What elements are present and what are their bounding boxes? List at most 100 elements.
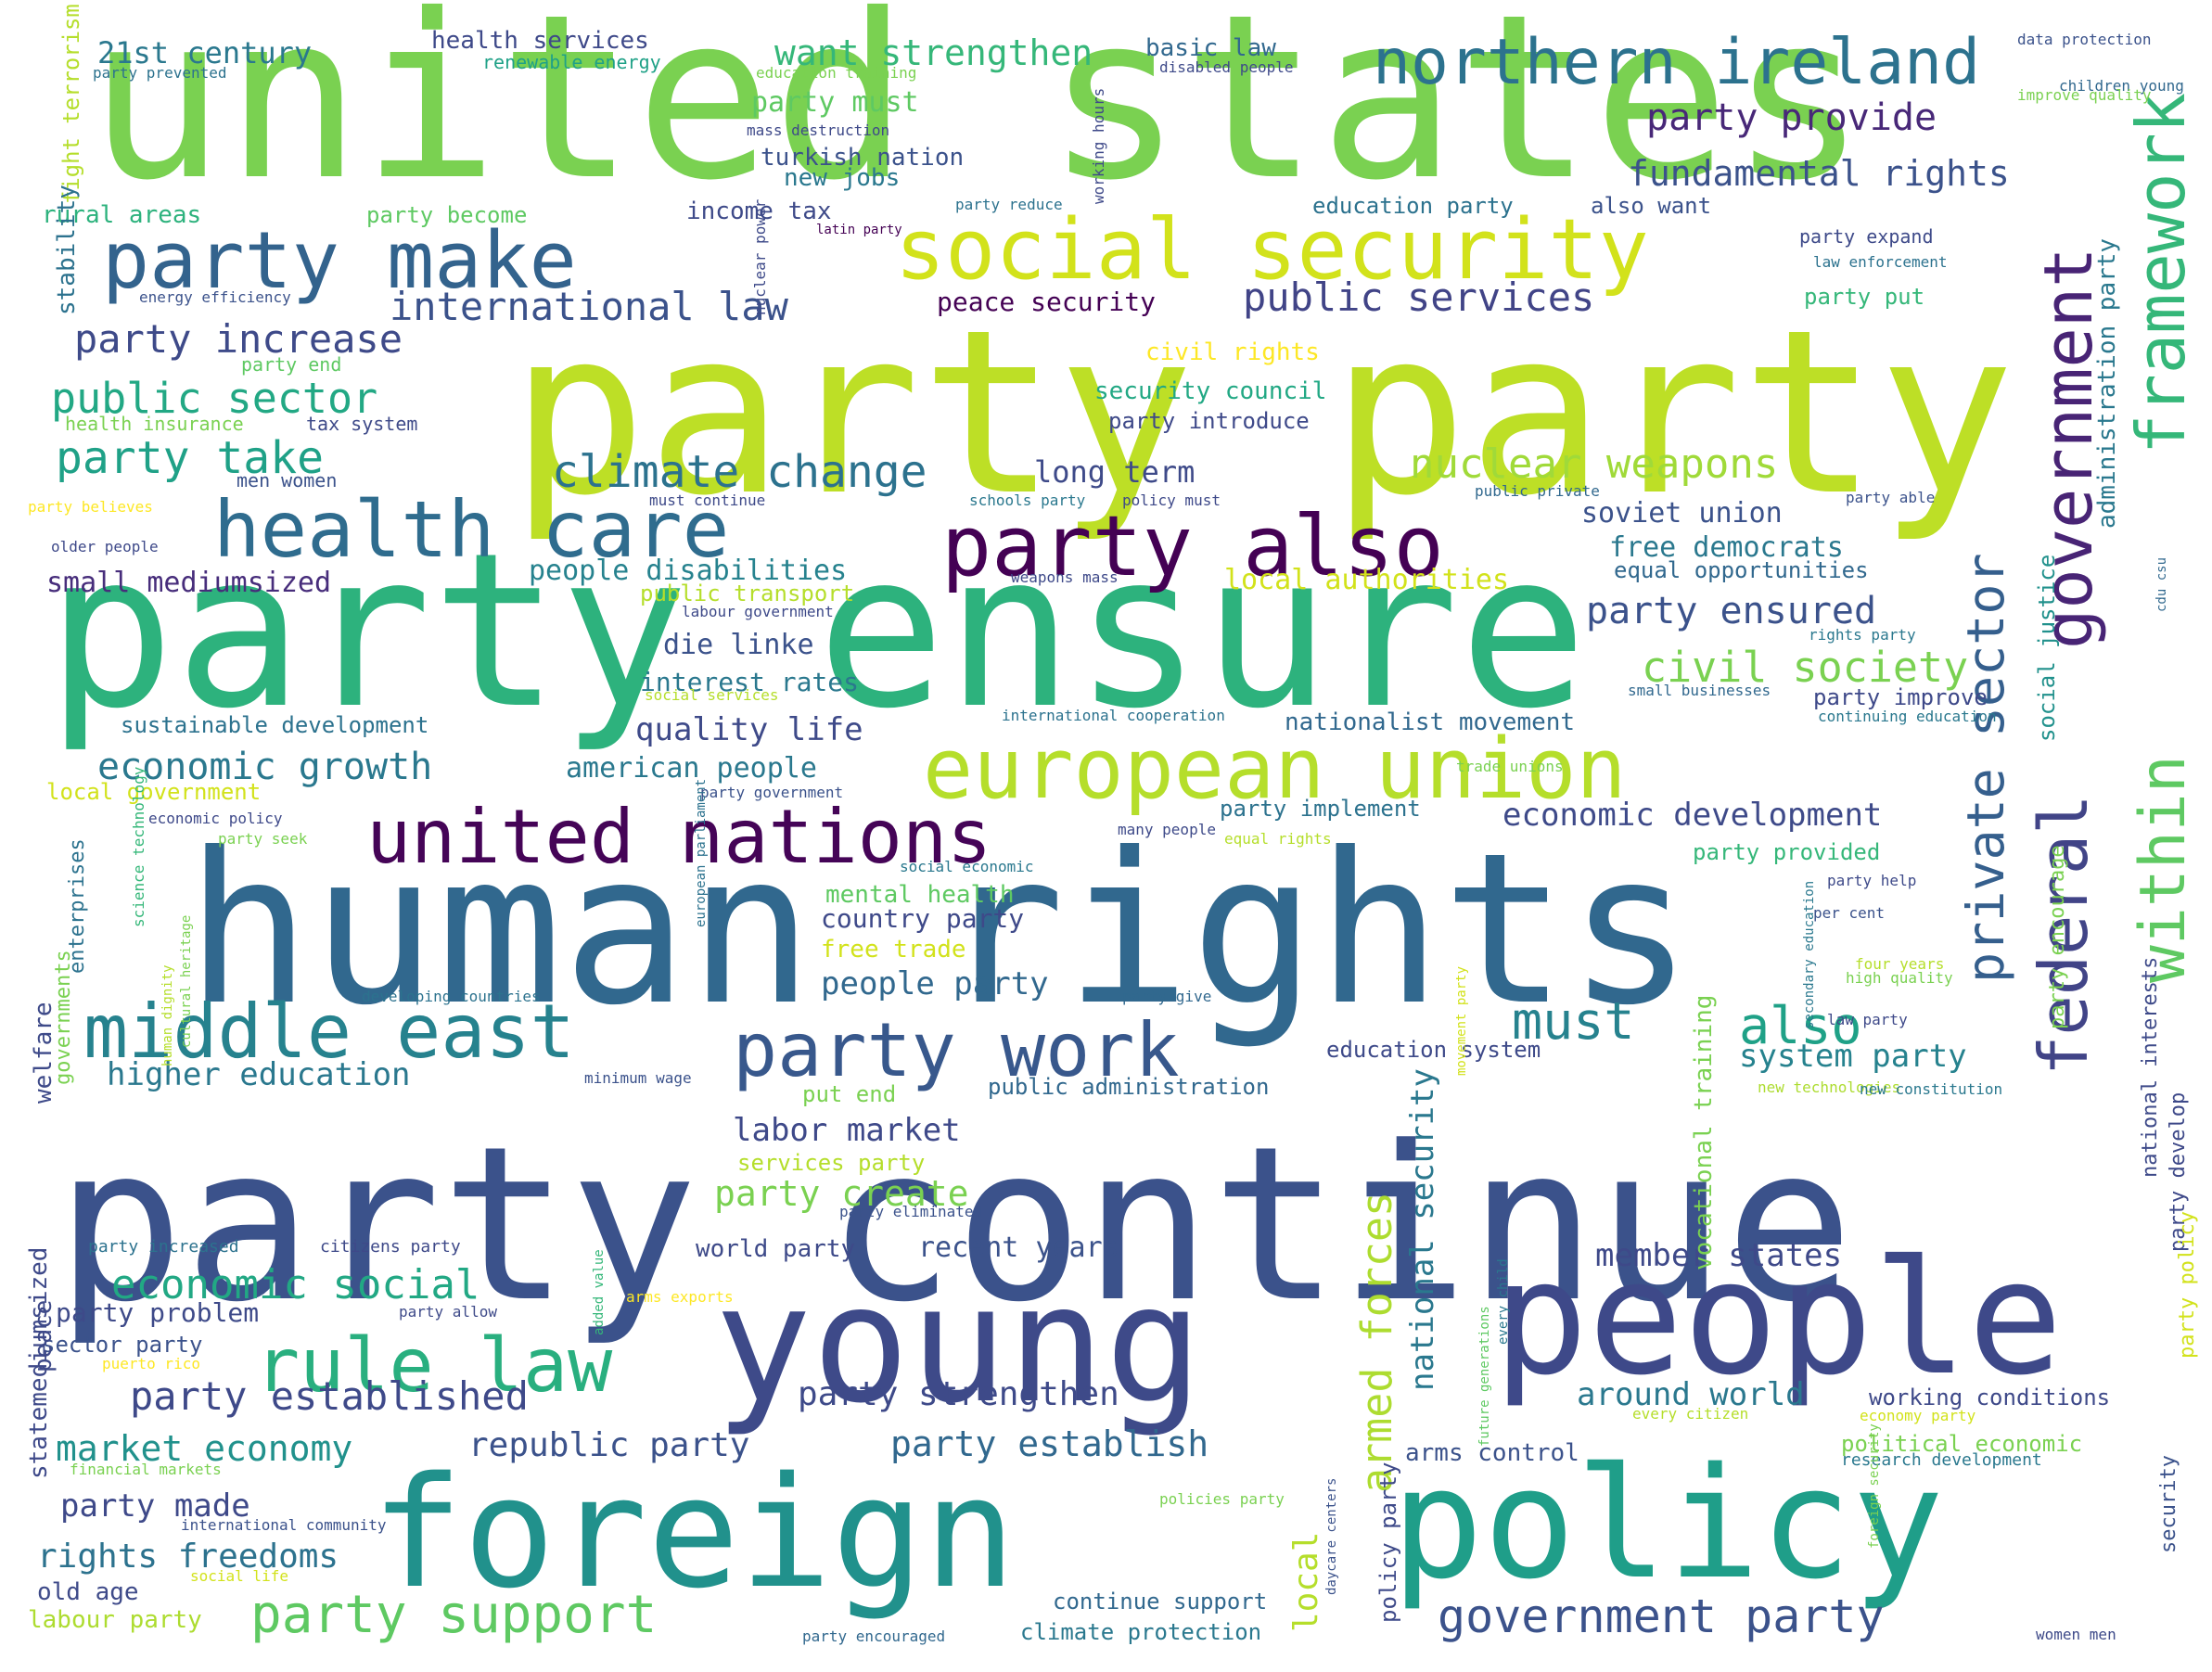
word-new-technologies: new technologies bbox=[1758, 1079, 1900, 1096]
word-sustainable-development: sustainable development bbox=[121, 712, 428, 738]
word-children-young: children young bbox=[2059, 77, 2184, 95]
word-republic-party: republic party bbox=[468, 1426, 749, 1464]
word-party-allow: party allow bbox=[399, 1303, 497, 1321]
word-fundamental-rights: fundamental rights bbox=[1628, 153, 2010, 194]
word-every-child: every child bbox=[1496, 1258, 1511, 1345]
word-public-private: public private bbox=[1475, 482, 1600, 500]
word-party-establish: party establish bbox=[890, 1423, 1208, 1464]
word-21st-century: 21st century bbox=[97, 35, 312, 70]
word-party-create: party create bbox=[714, 1173, 969, 1214]
word-system-party: system party bbox=[1739, 1038, 1967, 1075]
word-party-eliminated: party eliminated bbox=[839, 1203, 982, 1220]
word-working-conditions: working conditions bbox=[1869, 1385, 2110, 1410]
word-united-states: united states bbox=[88, 0, 1867, 230]
word-renewable-energy: renewable energy bbox=[482, 51, 661, 73]
word-social-justice: social justice bbox=[2034, 555, 2060, 742]
word-welfare: welfare bbox=[30, 1002, 58, 1104]
word-labour-government: labour government bbox=[682, 603, 834, 620]
word-also-want: also want bbox=[1591, 193, 1711, 219]
word-member-states: member states bbox=[1595, 1237, 1842, 1274]
word-policies-party: policies party bbox=[1159, 1490, 1285, 1508]
word-party-end: party end bbox=[241, 353, 341, 376]
word-arms-exports: arms exports bbox=[626, 1288, 734, 1306]
word-added-value: added value bbox=[592, 1249, 607, 1335]
word-tax-system: tax system bbox=[306, 413, 417, 435]
word-international-community: international community bbox=[181, 1516, 387, 1534]
word-policy-party: policy party bbox=[1375, 1462, 1401, 1623]
word-american-people: american people bbox=[566, 752, 817, 785]
word-party-expand: party expand bbox=[1799, 225, 1934, 248]
word-movement-party: movement party bbox=[1454, 966, 1469, 1076]
word-high-quality: high quality bbox=[1846, 969, 1953, 987]
word-party-continue: party continue bbox=[56, 1102, 1854, 1349]
word-free-trade: free trade bbox=[821, 936, 966, 964]
word-party-work: party work bbox=[733, 1007, 1180, 1093]
word-middle-east: middle east bbox=[83, 989, 575, 1075]
word-want-strengthen: want strengthen bbox=[774, 32, 1093, 73]
word-policy: policy bbox=[1391, 1435, 1944, 1613]
word-party-government: party government bbox=[700, 784, 843, 801]
word-law-party: law party bbox=[1827, 1011, 1908, 1028]
word-peace-security: peace security bbox=[937, 287, 1156, 317]
word-party-implement: party implement bbox=[1220, 796, 1421, 822]
word-market-economy: market economy bbox=[56, 1428, 352, 1469]
word-many-people: many people bbox=[1118, 821, 1216, 838]
word-nuclear-weapons: nuclear weapons bbox=[1410, 440, 1778, 488]
word-party-provide: party provide bbox=[1646, 96, 1937, 139]
word-statemediumsized: statemediumsized bbox=[25, 1247, 53, 1479]
word-new-constitution: new constitution bbox=[1860, 1080, 2002, 1098]
word-social-security: social security bbox=[895, 201, 1649, 299]
word-foreign-security: foreign security bbox=[1867, 1423, 1882, 1549]
word-party-reduce: party reduce bbox=[955, 196, 1063, 213]
word-income-tax: income tax bbox=[686, 198, 832, 225]
word-economic-development: economic development bbox=[1502, 797, 1882, 834]
word-mass-destruction: mass destruction bbox=[747, 121, 889, 139]
word-world-party: world party bbox=[696, 1235, 855, 1263]
word-rights-freedoms: rights freedoms bbox=[37, 1538, 339, 1576]
word-local-authorities: local authorities bbox=[1224, 564, 1509, 596]
word-trade-unions: trade unions bbox=[1456, 758, 1564, 775]
word-party-become: party become bbox=[366, 202, 527, 228]
word-financial-markets: financial markets bbox=[70, 1461, 222, 1478]
word-european-union: european union bbox=[923, 721, 1627, 818]
word-daycare-centers: daycare centers bbox=[1324, 1478, 1339, 1595]
word-law-enforcement: law enforcement bbox=[1813, 253, 1948, 271]
word-science-technology: science technology bbox=[130, 766, 147, 927]
word-party-introduce: party introduce bbox=[1108, 408, 1310, 434]
word-public-sector: public sector bbox=[51, 374, 377, 423]
word-security-council: security council bbox=[1094, 377, 1326, 405]
word-people: people bbox=[1493, 1227, 2063, 1410]
word-party-able: party able bbox=[1846, 489, 1935, 506]
word-government: government bbox=[2029, 248, 2107, 649]
word-social-economic: social economic bbox=[900, 858, 1034, 875]
word-recent-years: recent years bbox=[918, 1232, 1119, 1264]
word-economy-party: economy party bbox=[1860, 1407, 1976, 1424]
word-within: within bbox=[2127, 755, 2200, 983]
word-policy-must: policy must bbox=[1122, 491, 1221, 509]
word-party-party: party party bbox=[510, 281, 2015, 545]
word-governments: governments bbox=[52, 950, 75, 1085]
word-framework: framework bbox=[2122, 93, 2200, 454]
word-rural-areas: rural areas bbox=[42, 201, 201, 229]
word-human-rights: human rights bbox=[185, 809, 1694, 1052]
word-vocational-training: vocational training bbox=[1690, 995, 1718, 1270]
word-schools-party: schools party bbox=[969, 491, 1086, 509]
word-four-years: four years bbox=[1855, 955, 1944, 973]
word-political-economic: political economic bbox=[1841, 1431, 2082, 1457]
word-party-make: party make bbox=[102, 215, 577, 307]
word-health-care: health care bbox=[213, 484, 729, 575]
word-working-hours: working hours bbox=[1090, 88, 1107, 204]
word-around-world: around world bbox=[1577, 1376, 1805, 1413]
word-civil-society: civil society bbox=[1642, 643, 1968, 692]
word-people-party: people party bbox=[821, 965, 1049, 1002]
word-minimum-wage: minimum wage bbox=[584, 1069, 692, 1087]
word-party-encourage: party encourage bbox=[2046, 845, 2069, 1029]
word-education-party: education party bbox=[1312, 193, 1514, 219]
word-also: also bbox=[1739, 996, 1861, 1055]
word-party-established: party established bbox=[130, 1373, 529, 1419]
word-disabled-people: disabled people bbox=[1159, 58, 1294, 76]
word-interest-rates: interest rates bbox=[640, 667, 859, 697]
word-cdu-csu: cdu csu bbox=[2154, 557, 2169, 612]
word-stability: stability bbox=[53, 185, 81, 315]
word-energy-efficiency: energy efficiency bbox=[139, 288, 291, 306]
